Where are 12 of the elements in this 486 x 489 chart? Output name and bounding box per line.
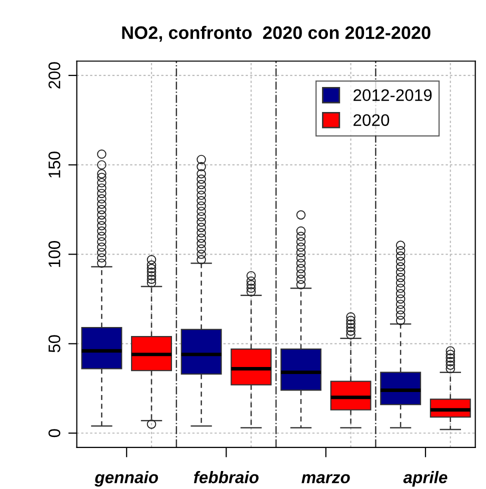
y-tick-label: 50 [48,335,60,352]
legend-label: 2020 [354,114,390,126]
x-tick-label: marzo [302,474,350,484]
y-tick-label: 200 [48,62,60,88]
y-tick-label: 100 [48,241,60,267]
x-tick-label: febbraio [194,471,259,484]
x-tick-label: gennaio [94,471,158,487]
y-tick-label: 0 [48,429,60,438]
legend-label: 2012-2019 [354,89,432,102]
chart-title: NO2, confronto 2020 con 2012-2020 [122,26,430,42]
x-tick-label: aprile [403,471,448,487]
y-tick-label: 150 [48,152,60,178]
